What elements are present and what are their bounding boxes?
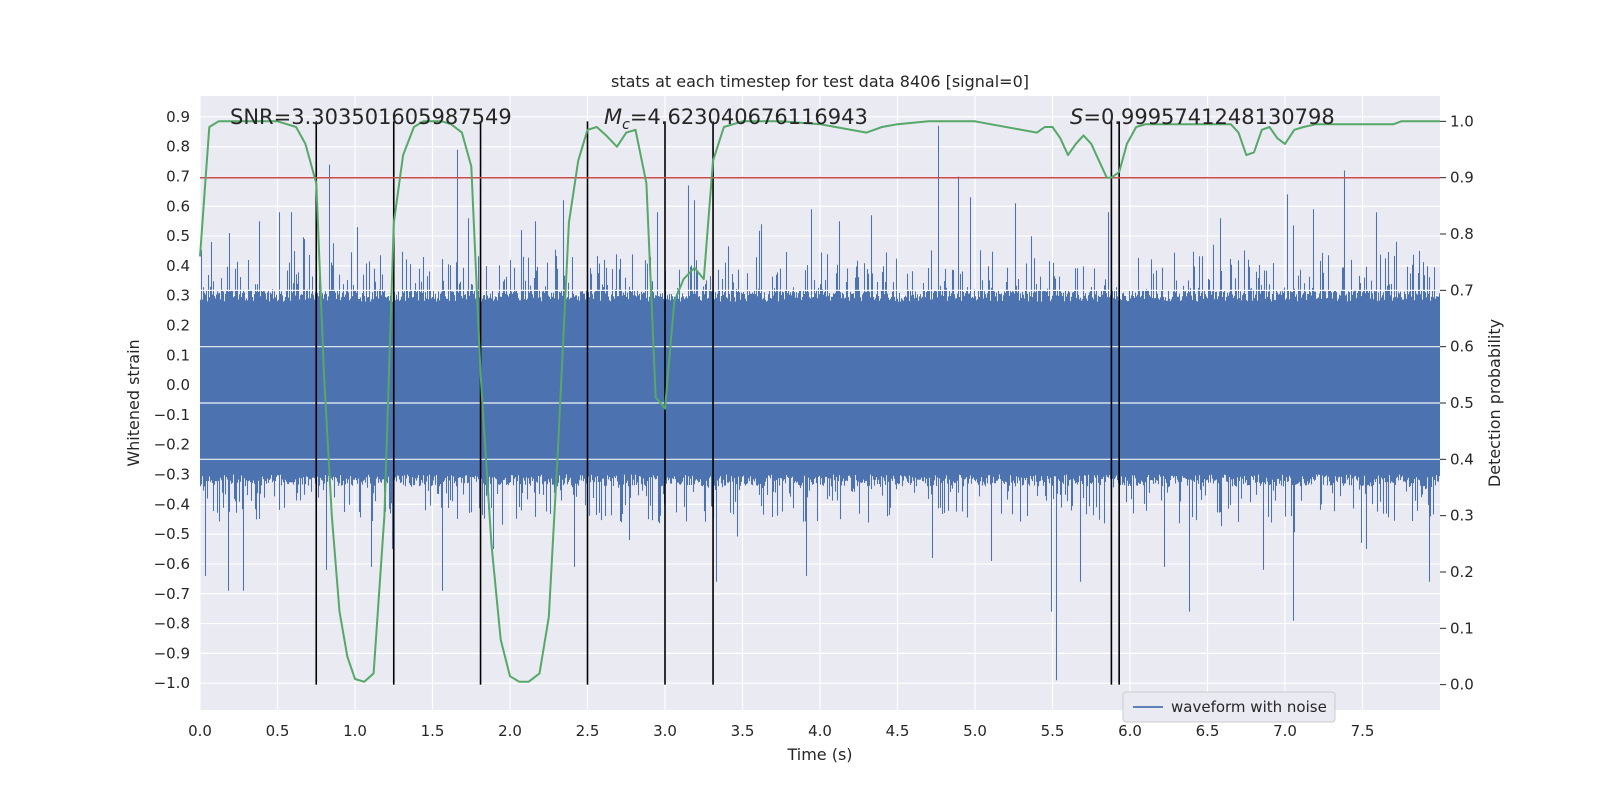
legend: waveform with noise	[1122, 691, 1336, 723]
y-tick-label: −0.1	[154, 406, 190, 424]
y-tick-label: 0.3	[166, 287, 190, 305]
legend-box	[1122, 691, 1336, 723]
x-tick-label: 7.5	[1351, 722, 1375, 740]
chirp-mass-subscript: c	[622, 117, 630, 133]
x-axis-label: Time (s)	[786, 745, 852, 764]
y-tick-label: 0.0	[166, 376, 190, 394]
x-tick-label: 4.0	[808, 722, 832, 740]
x-tick-label: 1.5	[421, 722, 445, 740]
legend-entry-waveform: waveform with noise	[1171, 698, 1327, 716]
x-tick-label: 5.0	[963, 722, 987, 740]
y-tick-label: 0.4	[166, 257, 190, 275]
x-tick-label: 0.0	[188, 722, 212, 740]
y2-axis-ticks: 0.0 0.1 0.2 0.3 0.4 0.5 0.6 0.7 0.8 0.9 1.0	[1440, 112, 1474, 694]
y2-tick-label: 0.8	[1450, 225, 1474, 243]
waveform-line	[199, 125, 1441, 681]
y2-tick-label: 0.7	[1450, 281, 1474, 299]
x-tick-label: 2.0	[498, 722, 522, 740]
chirp-mass-symbol: M	[604, 105, 622, 129]
y-tick-label: −0.2	[154, 436, 190, 454]
y-tick-label: −0.4	[154, 495, 190, 513]
y2-tick-label: 0.5	[1450, 394, 1474, 412]
x-tick-label: 3.5	[731, 722, 755, 740]
y-axis-ticks: 0.9 0.8 0.7 0.6 0.5 0.4 0.3 0.2 0.1 0.0 −0.1 −0.2 −0…	[154, 108, 190, 692]
y2-tick-label: 0.1	[1450, 619, 1474, 637]
x-tick-label: 1.0	[343, 722, 367, 740]
probability-series	[199, 120, 1440, 683]
y2-tick-label: 0.2	[1450, 563, 1474, 581]
y-tick-label: 0.1	[166, 346, 190, 364]
y-tick-label: −0.3	[154, 466, 190, 484]
x-tick-label: 0.5	[266, 722, 290, 740]
x-axis-ticks: 0.0 0.5 1.0 1.5 2.0 2.5 3.0 3.5 4.0 4.5 5.0 5.5 6.0 6…	[188, 722, 1374, 740]
y-tick-label: 0.7	[166, 167, 190, 185]
y-tick-label: 0.5	[166, 227, 190, 245]
y2-tick-label: 0.4	[1450, 450, 1474, 468]
waveform-series	[199, 125, 1441, 681]
y-tick-label: −0.8	[154, 615, 190, 633]
y-tick-label: −1.0	[154, 674, 190, 692]
y2-tick-label: 0.0	[1450, 676, 1474, 694]
y2-tick-label: 0.6	[1450, 338, 1474, 356]
y-tick-label: 0.6	[166, 197, 190, 215]
x-tick-label: 7.0	[1273, 722, 1297, 740]
chart-title: stats at each timestep for test data 840…	[611, 72, 1029, 91]
significance-annotation: S=0.9995741248130798	[1070, 105, 1335, 129]
y-tick-label: −0.6	[154, 555, 190, 573]
chirp-mass-value: =4.623040676116943	[630, 105, 868, 129]
y2-tick-label: 0.3	[1450, 507, 1474, 525]
significance-symbol: S	[1070, 105, 1083, 129]
y-tick-label: 0.2	[166, 317, 190, 335]
x-tick-label: 2.5	[576, 722, 600, 740]
y-axis-label: Whitened strain	[124, 339, 143, 466]
snr-annotation: SNR=3.303501605987549	[230, 105, 512, 129]
probability-line	[199, 120, 1440, 683]
x-tick-label: 5.5	[1041, 722, 1065, 740]
y2-axis-label: Detection probability	[1485, 319, 1504, 487]
y-tick-label: −0.5	[154, 525, 190, 543]
chirp-mass-annotation: Mc=4.623040676116943	[604, 105, 868, 133]
y-tick-label: 0.9	[166, 108, 190, 126]
y2-tick-label: 0.9	[1450, 169, 1474, 187]
significance-value: =0.9995741248130798	[1083, 105, 1334, 129]
x-tick-label: 6.0	[1118, 722, 1142, 740]
y-tick-label: −0.7	[154, 585, 190, 603]
x-tick-label: 4.5	[886, 722, 910, 740]
x-tick-label: 6.5	[1196, 722, 1220, 740]
y2-tick-label: 1.0	[1450, 112, 1474, 130]
x-tick-label: 3.0	[653, 722, 677, 740]
y-tick-label: 0.8	[166, 138, 190, 156]
y-tick-label: −0.9	[154, 644, 190, 662]
